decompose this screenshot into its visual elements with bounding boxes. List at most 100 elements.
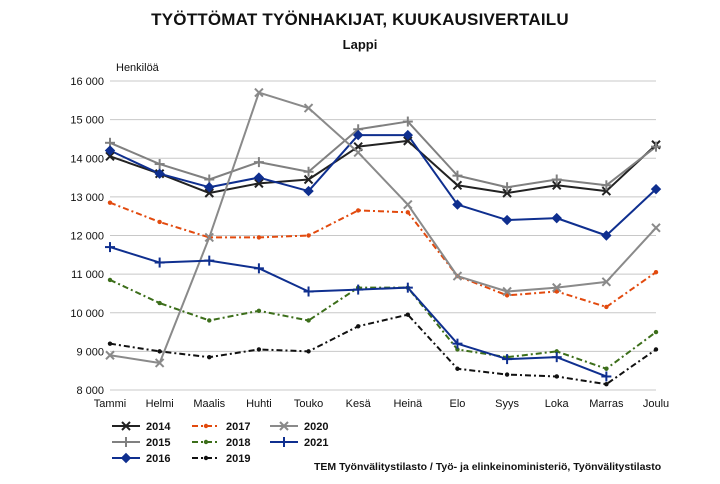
data-point-2017 bbox=[355, 208, 361, 213]
data-point-2015 bbox=[601, 180, 612, 191]
x-tick-label: Loka bbox=[545, 398, 570, 410]
data-point-2019 bbox=[256, 347, 262, 352]
data-point-2020 bbox=[552, 282, 562, 293]
legend-item-2018: 2018 bbox=[192, 437, 250, 449]
data-point-2014 bbox=[204, 188, 214, 198]
y-tick-label: 13 000 bbox=[70, 192, 104, 204]
data-point-2018 bbox=[207, 318, 212, 323]
y-tick-label: 15 000 bbox=[70, 115, 104, 127]
data-point-2015 bbox=[502, 182, 513, 193]
legend: 2014 2015 2016 2017 2018 2019 2020 2021 bbox=[112, 421, 328, 465]
data-point-2020 bbox=[651, 223, 661, 233]
data-point-2017 bbox=[554, 289, 559, 294]
data-point-2021 bbox=[303, 286, 314, 297]
data-point-2015 bbox=[651, 141, 661, 152]
source-note: TEM Työnvälitystilasto / Työ- ja elinkei… bbox=[314, 461, 662, 473]
data-point-2017 bbox=[306, 233, 311, 238]
data-point-2021 bbox=[105, 242, 115, 253]
data-point-2014 bbox=[502, 188, 512, 198]
legend-marker-2017 bbox=[203, 423, 209, 429]
data-point-2017 bbox=[604, 304, 609, 310]
y-tick-label: 16 000 bbox=[70, 76, 104, 88]
x-tick-label: Kesä bbox=[346, 398, 372, 410]
data-point-2016 bbox=[402, 129, 414, 141]
y-tick-label: 12 000 bbox=[70, 231, 104, 243]
data-point-2015 bbox=[551, 174, 562, 185]
data-point-2021 bbox=[551, 352, 562, 363]
data-point-2014 bbox=[105, 151, 115, 162]
x-tick-label: Maalis bbox=[193, 398, 225, 410]
legend-marker-2020 bbox=[279, 421, 289, 431]
data-point-2016 bbox=[650, 183, 662, 195]
data-point-2019 bbox=[107, 341, 113, 346]
data-point-2017 bbox=[157, 219, 162, 225]
series-line-2016 bbox=[109, 134, 657, 237]
data-point-2021 bbox=[502, 354, 513, 365]
legend-marker-2021 bbox=[279, 437, 289, 447]
data-point-2021 bbox=[204, 255, 215, 266]
legend-label: 2016 bbox=[146, 453, 170, 465]
data-point-2021 bbox=[452, 338, 463, 349]
chart-subtitle: Lappi bbox=[342, 37, 378, 52]
data-point-2016 bbox=[501, 214, 513, 226]
legend-item-2020: 2020 bbox=[270, 421, 328, 433]
data-point-2021 bbox=[253, 263, 264, 274]
y-tick-labels: 8 000 9 000 10 000 11 000 12 000 13 000 14 000… bbox=[70, 76, 104, 397]
data-point-2020 bbox=[303, 103, 314, 113]
data-point-2014 bbox=[601, 186, 612, 196]
legend-item-2019: 2019 bbox=[192, 453, 250, 465]
y-axis-label: Henkilöä bbox=[116, 62, 160, 74]
series-line-2015 bbox=[109, 120, 657, 189]
y-tick-label: 8 000 bbox=[76, 385, 104, 397]
data-point-2014 bbox=[254, 178, 264, 189]
series-markers bbox=[104, 87, 662, 387]
x-tick-label: Heinä bbox=[393, 398, 423, 410]
data-point-2016 bbox=[253, 172, 265, 183]
legend-label: 2020 bbox=[304, 421, 328, 433]
data-point-2017 bbox=[504, 293, 510, 298]
legend-item-2014: 2014 bbox=[112, 421, 171, 433]
data-point-2015 bbox=[303, 166, 314, 177]
data-point-2018 bbox=[157, 300, 162, 306]
legend-marker-2016 bbox=[120, 452, 132, 464]
series-line-2020 bbox=[109, 91, 657, 364]
data-point-2019 bbox=[653, 347, 659, 352]
y-tick-label: 14 000 bbox=[70, 153, 104, 165]
data-point-2016 bbox=[303, 185, 314, 197]
legend-item-2017: 2017 bbox=[192, 421, 250, 433]
data-point-2019 bbox=[455, 366, 460, 371]
data-point-2015 bbox=[154, 159, 165, 170]
data-point-2020 bbox=[254, 87, 264, 98]
legend-label: 2021 bbox=[304, 437, 328, 449]
data-point-2019 bbox=[306, 349, 311, 354]
data-point-2016 bbox=[551, 212, 562, 224]
legend-item-2015: 2015 bbox=[112, 437, 170, 449]
data-point-2014 bbox=[403, 136, 413, 146]
data-point-2017 bbox=[653, 269, 659, 275]
data-point-2020 bbox=[403, 199, 413, 210]
legend-label: 2019 bbox=[226, 453, 250, 465]
grid-lines bbox=[110, 80, 656, 391]
y-tick-label: 11 000 bbox=[71, 269, 104, 281]
data-point-2019 bbox=[604, 382, 609, 387]
data-point-2018 bbox=[306, 318, 311, 323]
data-point-2020 bbox=[452, 271, 463, 281]
data-point-2021 bbox=[353, 284, 364, 295]
data-point-2020 bbox=[154, 358, 165, 368]
data-point-2016 bbox=[601, 230, 612, 241]
x-tick-label: Tammi bbox=[94, 398, 126, 410]
series-line-2017 bbox=[109, 201, 657, 308]
data-point-2019 bbox=[405, 312, 411, 317]
data-point-2015 bbox=[253, 157, 264, 168]
series-lines bbox=[109, 91, 657, 386]
legend-label: 2018 bbox=[226, 437, 250, 449]
data-point-2014 bbox=[552, 180, 562, 190]
data-point-2019 bbox=[355, 324, 361, 329]
data-point-2021 bbox=[154, 257, 165, 268]
data-point-2014 bbox=[452, 180, 463, 190]
legend-marker-2015 bbox=[121, 437, 131, 447]
data-point-2019 bbox=[504, 372, 510, 377]
data-point-2019 bbox=[157, 349, 162, 354]
data-point-2020 bbox=[353, 147, 363, 158]
